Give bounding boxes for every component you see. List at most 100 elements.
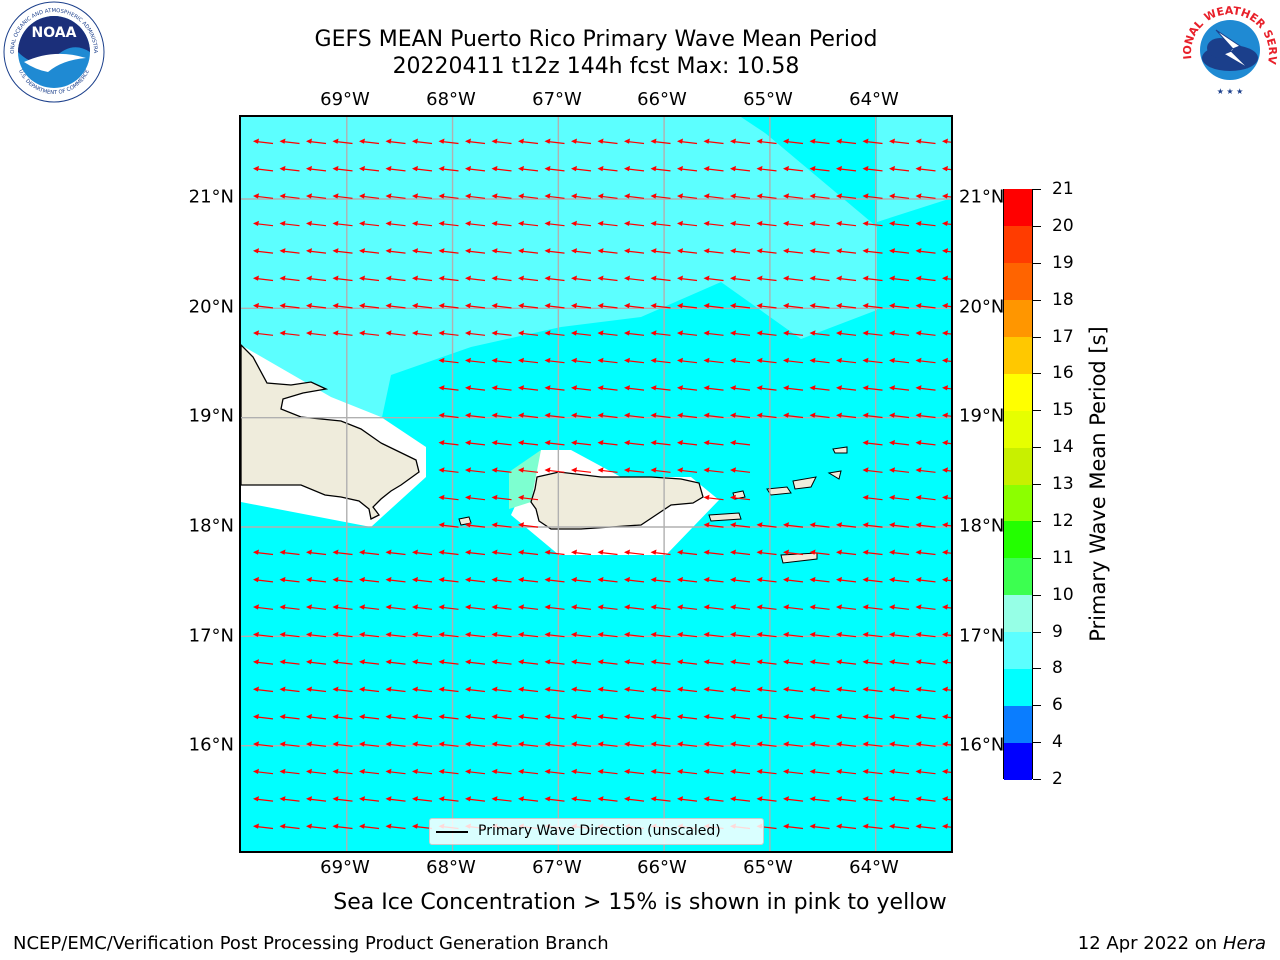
wave-arrow	[889, 275, 910, 282]
wave-arrow	[942, 494, 951, 500]
wave-arrow	[836, 138, 857, 145]
wave-arrow	[518, 275, 539, 282]
sea-ice-note: Sea Ice Concentration > 15% is shown in …	[333, 890, 947, 915]
noaa-wordmark: NOAA	[32, 25, 77, 41]
wave-arrow	[518, 522, 539, 528]
wave-arrow	[862, 549, 883, 556]
island-tortola	[792, 476, 817, 490]
wave-arrow	[412, 713, 433, 720]
wave-arrow	[359, 138, 380, 145]
wave-arrow	[518, 193, 539, 199]
wave-arrow	[385, 741, 406, 747]
wave-arrow	[518, 439, 539, 446]
wave-arrow	[730, 604, 751, 610]
wave-arrow	[253, 713, 274, 720]
chart-title: GEFS MEAN Puerto Rico Primary Wave Mean …	[314, 27, 878, 52]
wave-arrow	[544, 631, 565, 638]
wave-arrow	[915, 385, 936, 391]
lon-label-bottom: 64°W	[849, 857, 899, 878]
wave-arrow	[571, 248, 592, 254]
wave-arrow	[650, 138, 671, 145]
wave-arrow	[650, 604, 671, 610]
wave-arrow	[359, 659, 380, 665]
wave-arrow	[253, 193, 274, 199]
wave-arrow	[703, 439, 724, 446]
wave-arrow	[279, 604, 300, 610]
wave-arrow	[332, 302, 353, 309]
wave-arrow	[650, 796, 671, 802]
wave-arrow	[465, 248, 486, 254]
wave-arrow	[809, 549, 830, 556]
wave-arrow	[306, 248, 327, 254]
wave-arrow	[942, 248, 951, 254]
wave-arrow	[677, 302, 698, 309]
swell-region-north	[241, 117, 951, 422]
wave-arrow	[756, 138, 777, 145]
wave-arrow	[677, 439, 698, 446]
wave-arrow	[756, 357, 777, 364]
wave-arrow	[385, 713, 406, 720]
wave-arrow	[942, 549, 951, 555]
wave-arrow	[836, 275, 857, 282]
wave-arrow	[438, 220, 459, 227]
wave-arrow	[491, 412, 512, 419]
wave-arrow	[518, 631, 539, 638]
wave-arrow	[809, 604, 830, 610]
colorbar-segment	[1004, 520, 1032, 559]
colorbar-segment	[1004, 299, 1032, 337]
wave-arrow	[491, 686, 512, 693]
chart-subtitle: 20220411 t12z 144h fcst Max: 10.58	[392, 54, 800, 79]
wave-arrow	[544, 768, 565, 775]
wave-arrow	[253, 275, 274, 282]
wave-arrow	[491, 439, 512, 446]
wave-arrow	[359, 576, 380, 583]
wave-arrow	[597, 549, 618, 556]
wave-arrow	[491, 522, 512, 528]
wave-arrow	[253, 576, 274, 583]
wave-arrow	[889, 248, 910, 254]
wave-arrow	[809, 220, 830, 227]
wave-arrow	[332, 631, 353, 638]
wave-arrow	[756, 713, 777, 720]
wave-arrow	[465, 576, 486, 583]
lon-label-bottom: 65°W	[743, 857, 793, 878]
wave-arrow	[332, 165, 353, 172]
wave-arrow	[465, 522, 486, 528]
colorbar-segment	[1004, 225, 1032, 264]
wave-arrow	[783, 796, 804, 802]
wave-arrow	[385, 220, 406, 227]
wave-arrow	[253, 796, 274, 802]
lon-label-top: 66°W	[637, 89, 687, 110]
wave-arrow	[836, 796, 857, 802]
wave-arrow	[783, 412, 804, 419]
wave-arrow	[783, 823, 804, 830]
colorbar-segment	[1004, 594, 1032, 632]
wave-arrow	[279, 165, 300, 172]
land-puerto-rico	[530, 471, 704, 530]
wave-arrow	[438, 686, 459, 693]
wave-arrow	[677, 467, 698, 473]
wave-arrow	[862, 494, 883, 501]
wave-arrow	[385, 549, 406, 556]
wave-arrow	[783, 659, 804, 665]
map-legend: Primary Wave Direction (unscaled)	[429, 818, 764, 845]
wave-arrow	[889, 631, 910, 638]
wave-arrow	[703, 165, 724, 172]
wave-arrow	[624, 713, 645, 720]
wave-arrow	[809, 741, 830, 747]
wave-arrow	[756, 522, 777, 528]
wave-arrow	[703, 796, 724, 802]
wave-arrow	[942, 713, 951, 720]
wave-arrow	[889, 713, 910, 720]
wave-arrow	[889, 576, 910, 583]
wave-arrow	[730, 330, 751, 336]
wave-arrow	[306, 796, 327, 802]
wave-arrow	[677, 768, 698, 775]
colorbar-tick-mark	[1033, 779, 1041, 780]
wave-arrow	[306, 138, 327, 145]
wave-arrow	[412, 220, 433, 227]
wave-arrow	[518, 494, 539, 501]
wave-arrow	[809, 275, 830, 282]
wave-arrow	[809, 522, 830, 528]
lat-label-right: 18°N	[959, 515, 1005, 537]
